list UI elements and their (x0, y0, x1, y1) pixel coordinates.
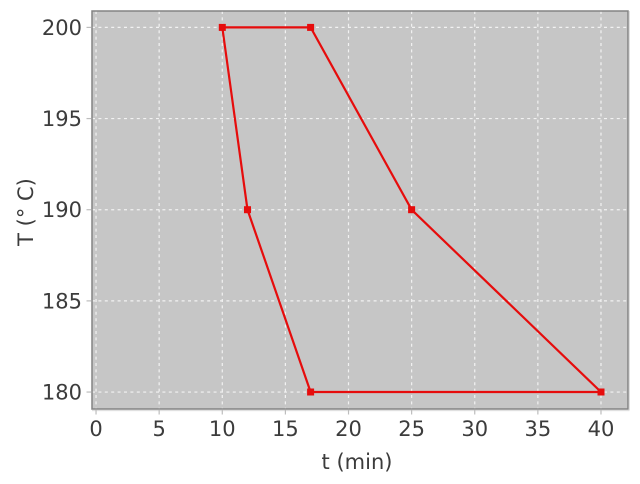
x-tick-label: 20 (335, 417, 362, 441)
data-point-marker (408, 206, 416, 214)
data-point-marker (307, 23, 315, 31)
gridlines (92, 11, 628, 409)
y-tick-label: 195 (42, 107, 82, 131)
y-tick-label: 200 (42, 16, 82, 40)
x-tick-label: 40 (588, 417, 615, 441)
series-layer (218, 23, 605, 396)
data-point-marker (244, 206, 251, 214)
x-tick-label: 5 (152, 417, 165, 441)
y-tick-label: 180 (42, 381, 82, 405)
x-tick-label: 35 (525, 417, 552, 441)
data-point-marker (307, 388, 315, 396)
x-tick-label: 25 (398, 417, 425, 441)
axis-ticks (86, 26, 602, 415)
x-axis-label: t (min) (322, 450, 393, 474)
plot-border (91, 10, 629, 410)
data-point-marker (218, 23, 226, 31)
y-tick-label: 190 (42, 198, 82, 222)
x-tick-label: 10 (209, 417, 236, 441)
y-tick-label: 185 (42, 289, 82, 313)
y-axis-label: T (° C) (14, 178, 38, 247)
plot-area (92, 11, 628, 409)
x-tick-label: 15 (272, 417, 299, 441)
tick-labels: 0 5 10 15 20 25 30 35 40 180 185 190 195 200 (42, 16, 614, 441)
data-point-marker (597, 388, 605, 396)
x-tick-label: 30 (461, 417, 488, 441)
x-tick-label: 0 (89, 417, 102, 441)
